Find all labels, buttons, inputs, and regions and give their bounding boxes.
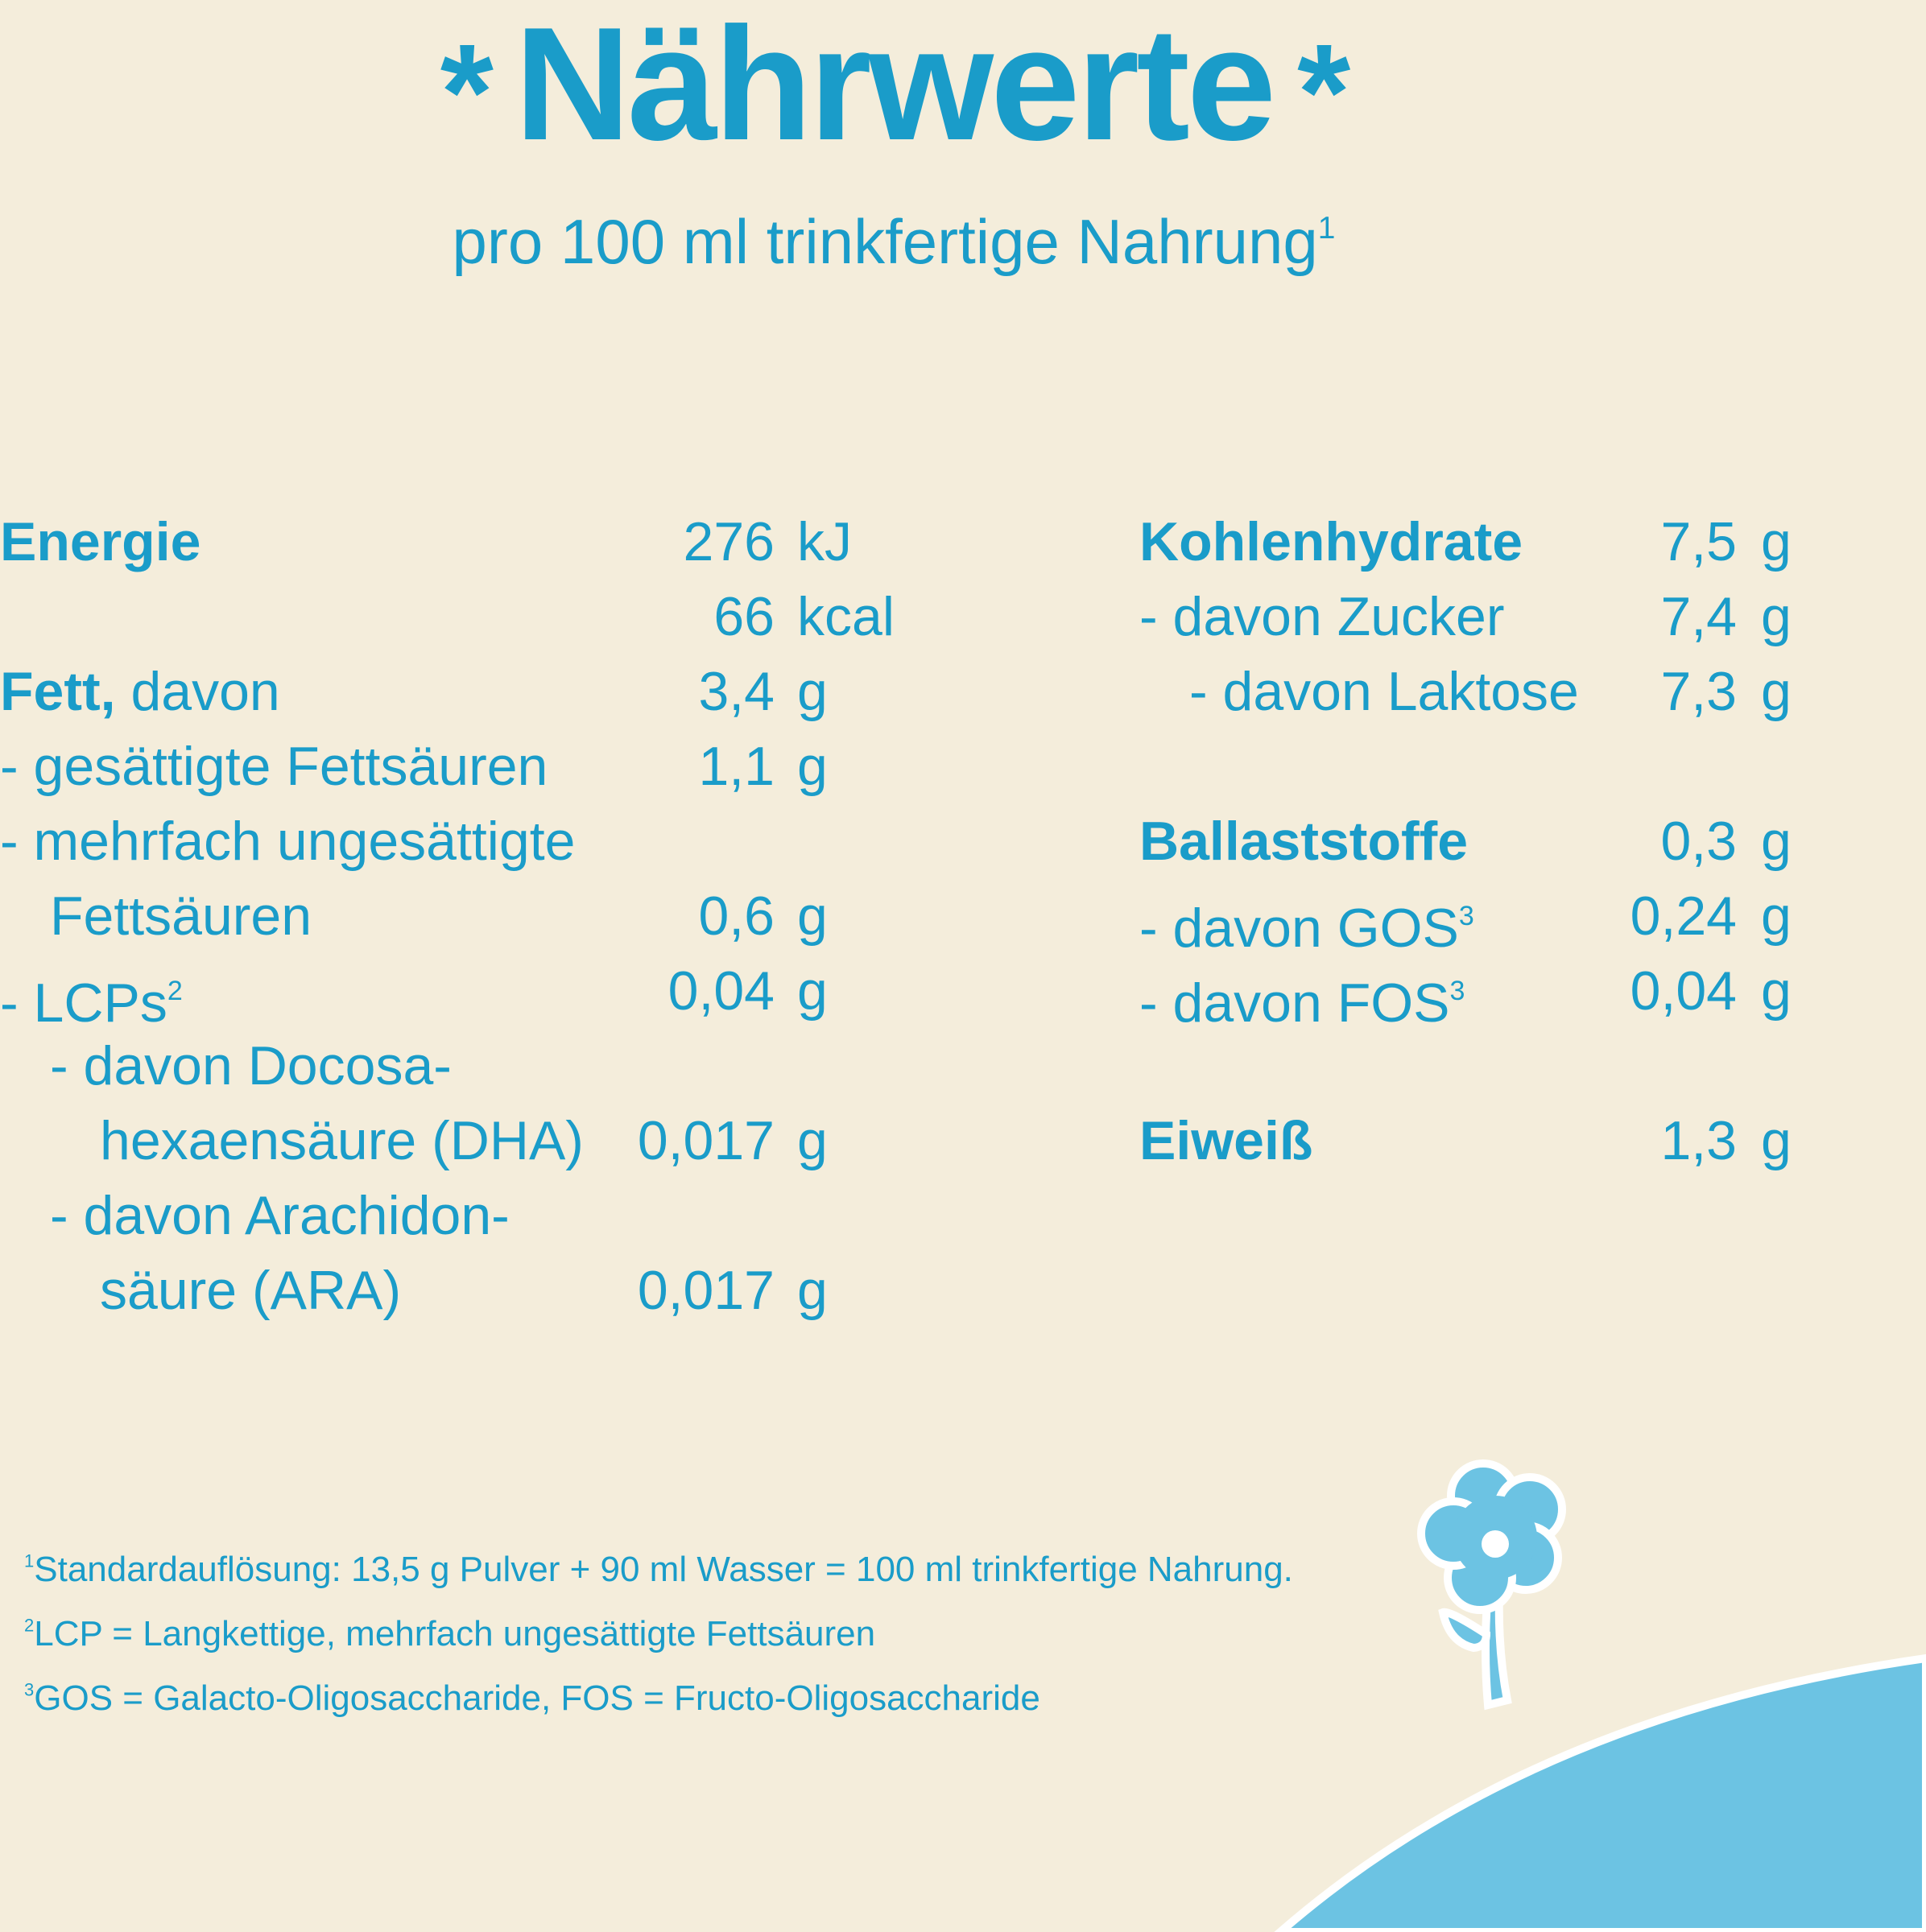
nutrient-value: 66 (713, 586, 775, 647)
nutrient-label: - davon Docosa- (50, 1030, 452, 1102)
nutrient-label: Ballaststoffe (1139, 805, 1468, 877)
footnote: 3GOS = Galacto-Oligosaccharide, FOS = Fr… (24, 1678, 1040, 1719)
footnote-ref: 3 (1458, 901, 1474, 931)
footnote-mark: 3 (24, 1679, 35, 1700)
nutrient-name: Ballaststoffe (1139, 811, 1469, 872)
nutrient-value: 0,6 (698, 886, 775, 947)
footnote-ref: 3 (1449, 976, 1465, 1006)
nutrient-label: - davon GOS3 (1139, 880, 1474, 964)
nutrient-unit: g (1761, 960, 1792, 1022)
nutrient-name: Eiweiß (1139, 1110, 1313, 1171)
nutrient-label: - davon Zucker (1139, 580, 1505, 653)
nutrient-unit: g (1761, 886, 1792, 947)
nutrient-label: Energie (0, 506, 200, 578)
nutrient-value: 0,04 (667, 960, 775, 1022)
nutrient-unit: g (797, 1110, 828, 1171)
nutrient-name: - mehrfach ungesättigte (0, 811, 576, 872)
nutrient-name: Kohlenhydrate (1139, 511, 1523, 572)
nutrient-label-suffix: davon (115, 661, 280, 722)
nutrient-name: hexaensäure (DHA) (100, 1110, 584, 1171)
nutrient-name: - davon Laktose (1189, 661, 1579, 722)
nutrient-name: - LCPs (0, 972, 167, 1034)
footnote-text: Standardauflösung: 13,5 g Pulver + 90 ml… (34, 1550, 1293, 1589)
nutrient-label: - davon Arachidon- (50, 1179, 510, 1252)
nutrient-label: Kohlenhydrate (1139, 506, 1523, 578)
subtitle-text: pro 100 ml trinkfertige Nahrung (452, 206, 1318, 277)
nutrient-label: - gesättigte Fettsäuren (0, 730, 548, 803)
footnote-text: LCP = Langkettige, mehrfach ungesättigte… (34, 1614, 876, 1653)
nutrient-value: 0,017 (637, 1260, 775, 1321)
nutrient-value: 0,24 (1630, 886, 1737, 947)
nutrient-label: Fett, davon (0, 655, 280, 728)
nutrient-value: 0,017 (637, 1110, 775, 1171)
nutrient-label: - mehrfach ungesättigte (0, 805, 575, 877)
nutrient-label: - davon FOS3 (1139, 955, 1465, 1039)
nutrient-name: - davon FOS (1139, 972, 1450, 1034)
flower-icon (1417, 1459, 1566, 1711)
nutrient-unit: g (1761, 661, 1792, 722)
nutrient-name: Energie (0, 511, 201, 572)
nutrient-unit: g (1761, 586, 1792, 647)
footnote-ref: 2 (167, 976, 183, 1006)
nutrient-name: - gesättigte Fettsäuren (0, 736, 548, 797)
footnote-ref: 1 (1317, 210, 1336, 246)
nutrient-unit: g (1761, 511, 1792, 572)
nutrient-unit: g (797, 886, 828, 947)
nutrient-name: - davon Arachidon- (50, 1185, 510, 1246)
nutrient-unit: g (1761, 811, 1792, 872)
nutrient-unit: g (797, 661, 828, 722)
nutrient-name: säure (ARA) (100, 1260, 402, 1321)
nutrient-label: Fettsäuren (50, 880, 312, 952)
nutrient-label: - davon Laktose (1189, 655, 1579, 728)
nutrient-value: 0,3 (1660, 811, 1737, 872)
nutrient-unit: kJ (797, 511, 852, 572)
nutrient-value: 0,04 (1630, 960, 1737, 1022)
footnote: 2LCP = Langkettige, mehrfach ungesättigt… (24, 1614, 875, 1654)
nutrient-unit: g (797, 736, 828, 797)
subtitle: pro 100 ml trinkfertige Nahrung1 (0, 205, 1788, 279)
nutrient-value: 3,4 (698, 661, 775, 722)
nutrient-unit: g (1761, 1110, 1792, 1171)
hill-shape (1274, 1653, 1926, 1932)
nutrient-unit: g (797, 960, 828, 1022)
nutrient-value: 1,1 (698, 736, 775, 797)
nutrient-name: Fett, (0, 661, 116, 722)
asterisk-icon: * (1297, 16, 1350, 169)
nutrient-label: Eiweiß (1139, 1104, 1312, 1177)
nutrient-name: - davon GOS (1139, 898, 1459, 960)
nutrient-value: 276 (683, 511, 775, 572)
nutrient-value: 7,4 (1660, 586, 1737, 647)
nutrient-value: 7,5 (1660, 511, 1737, 572)
footnote-mark: 1 (24, 1550, 35, 1571)
nutrient-label: hexaensäure (DHA) (100, 1104, 584, 1177)
nutrient-name: - davon Docosa- (50, 1035, 452, 1096)
footnote: 1Standardauflösung: 13,5 g Pulver + 90 m… (24, 1550, 1293, 1590)
nutrient-name: Fettsäuren (50, 886, 312, 947)
nutrient-label: säure (ARA) (100, 1254, 401, 1327)
page-title: * Nährwerte * (0, 0, 1788, 177)
nutrient-unit: g (797, 1260, 828, 1321)
asterisk-icon: * (440, 16, 494, 169)
title-text: Nährwerte (514, 0, 1276, 174)
nutrient-unit: kcal (797, 586, 895, 647)
nutrient-value: 7,3 (1660, 661, 1737, 722)
nutrient-name: - davon Zucker (1139, 586, 1505, 647)
nutrient-value: 1,3 (1660, 1110, 1737, 1171)
footnote-text: GOS = Galacto-Oligosaccharide, FOS = Fru… (34, 1678, 1040, 1718)
footnote-mark: 2 (24, 1615, 35, 1636)
nutrient-label: - LCPs2 (0, 955, 183, 1039)
